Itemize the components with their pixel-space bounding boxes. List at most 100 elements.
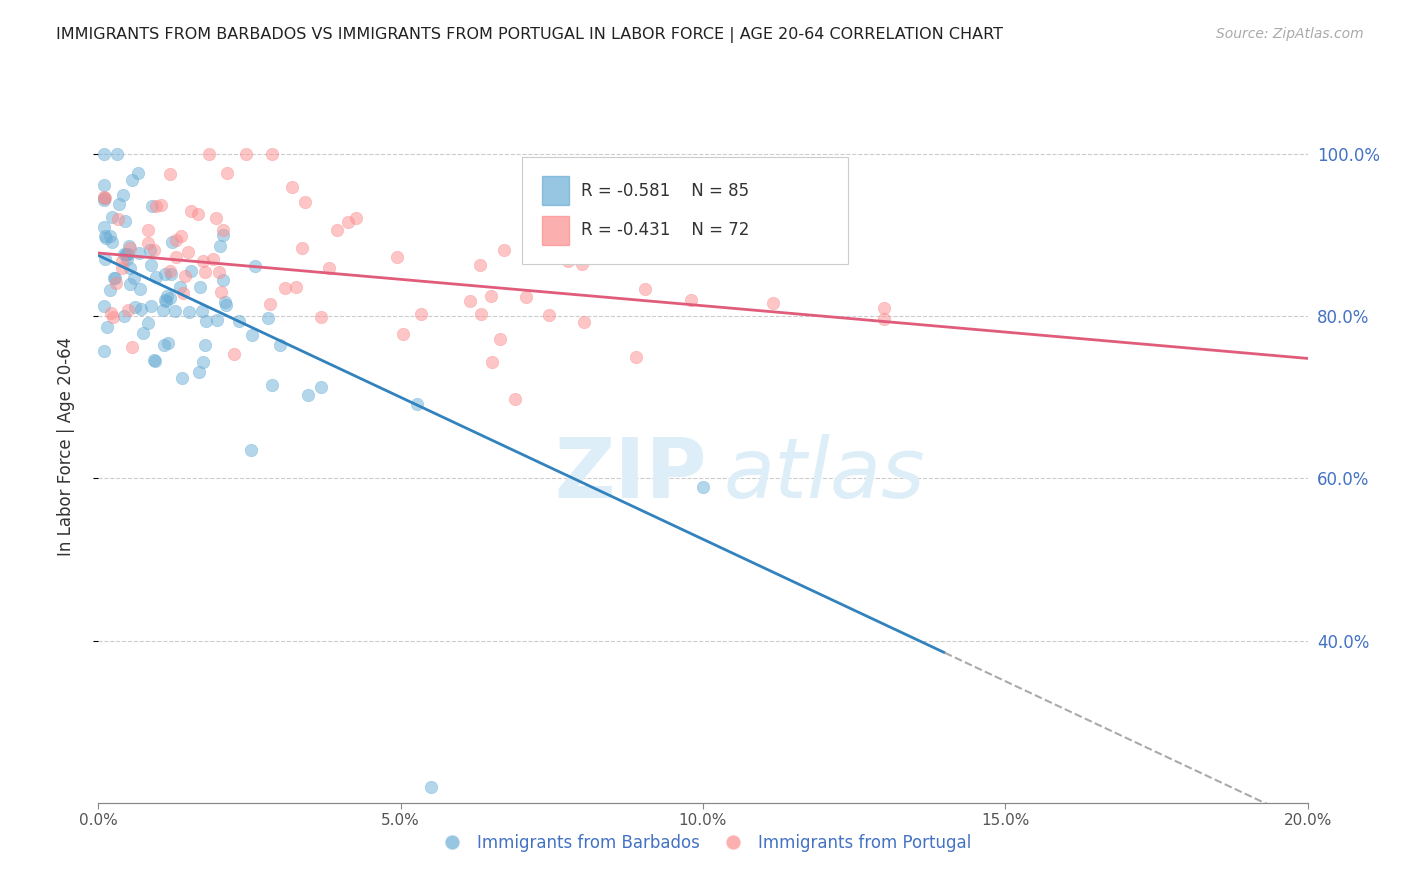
Point — [159, 291, 181, 305]
Point — [198, 147, 221, 161]
Point — [259, 297, 281, 311]
Point — [294, 195, 316, 210]
Point — [191, 254, 214, 268]
Point — [143, 243, 166, 257]
Point — [291, 241, 314, 255]
Point — [214, 294, 236, 309]
Point — [145, 199, 167, 213]
Point — [179, 305, 201, 319]
Point — [195, 313, 218, 327]
Point — [103, 270, 125, 285]
Point — [191, 355, 214, 369]
Point — [409, 307, 432, 321]
Point — [260, 147, 283, 161]
Point — [100, 305, 122, 319]
Point — [156, 289, 179, 303]
Point — [679, 293, 702, 307]
Point — [537, 309, 560, 323]
Point — [180, 204, 202, 219]
Point — [138, 316, 160, 330]
Point — [159, 264, 181, 278]
Point — [191, 304, 214, 318]
Point — [145, 270, 167, 285]
Text: atlas: atlas — [723, 434, 925, 515]
Point — [111, 254, 134, 268]
Point — [94, 252, 117, 266]
Point — [96, 320, 118, 334]
Point — [309, 310, 332, 324]
Point — [194, 265, 217, 279]
Point — [153, 267, 176, 281]
Point — [117, 247, 139, 261]
Point — [93, 193, 115, 207]
Point — [127, 166, 149, 180]
Point — [169, 228, 191, 243]
Point — [285, 280, 308, 294]
Point — [93, 190, 115, 204]
Point — [160, 235, 183, 249]
Point — [309, 380, 332, 394]
Point — [121, 173, 143, 187]
Point — [468, 258, 491, 272]
Point — [297, 388, 319, 402]
Point — [104, 276, 127, 290]
Point — [94, 229, 117, 244]
Point — [211, 272, 233, 286]
Point — [115, 247, 138, 261]
Legend: Immigrants from Barbados, Immigrants from Portugal: Immigrants from Barbados, Immigrants fro… — [429, 828, 977, 859]
Point — [489, 333, 512, 347]
Point — [240, 328, 263, 343]
Point — [118, 239, 141, 253]
Point — [114, 214, 136, 228]
Point — [157, 336, 180, 351]
Point — [177, 245, 200, 260]
Point — [131, 326, 153, 340]
Point — [155, 294, 177, 309]
Point — [118, 260, 141, 275]
Point — [163, 303, 186, 318]
Point — [153, 337, 176, 351]
Text: R = -0.431    N = 72: R = -0.431 N = 72 — [581, 221, 749, 239]
Point — [139, 300, 162, 314]
Point — [194, 338, 217, 352]
Point — [215, 166, 238, 180]
Point — [762, 296, 785, 310]
Point — [93, 220, 115, 235]
Point — [692, 479, 714, 493]
Point — [139, 244, 162, 258]
Text: Source: ZipAtlas.com: Source: ZipAtlas.com — [1216, 27, 1364, 41]
Point — [873, 301, 896, 316]
Point — [624, 350, 647, 364]
Text: IMMIGRANTS FROM BARBADOS VS IMMIGRANTS FROM PORTUGAL IN LABOR FORCE | AGE 20-64 : IMMIGRANTS FROM BARBADOS VS IMMIGRANTS F… — [56, 27, 1004, 43]
Point — [385, 250, 408, 264]
Point — [479, 289, 502, 303]
Point — [344, 211, 367, 225]
Point — [105, 147, 128, 161]
Point — [209, 285, 232, 300]
Point — [152, 303, 174, 318]
Point — [318, 261, 340, 276]
Point — [143, 354, 166, 368]
Point — [172, 286, 194, 301]
Point — [93, 191, 115, 205]
Point — [557, 254, 579, 268]
Point — [481, 354, 503, 368]
Point — [169, 280, 191, 294]
Bar — [543, 216, 569, 244]
Point — [111, 260, 134, 275]
Point — [93, 191, 115, 205]
Point — [159, 167, 181, 181]
Point — [420, 780, 443, 794]
Point — [281, 179, 304, 194]
Point — [503, 392, 526, 406]
Point — [873, 312, 896, 326]
Point — [274, 281, 297, 295]
Point — [215, 298, 238, 312]
Point — [136, 235, 159, 250]
Point — [165, 251, 187, 265]
Point — [337, 215, 360, 229]
Point — [108, 197, 131, 211]
Point — [128, 282, 150, 296]
Point — [530, 223, 553, 237]
Point — [98, 283, 121, 297]
